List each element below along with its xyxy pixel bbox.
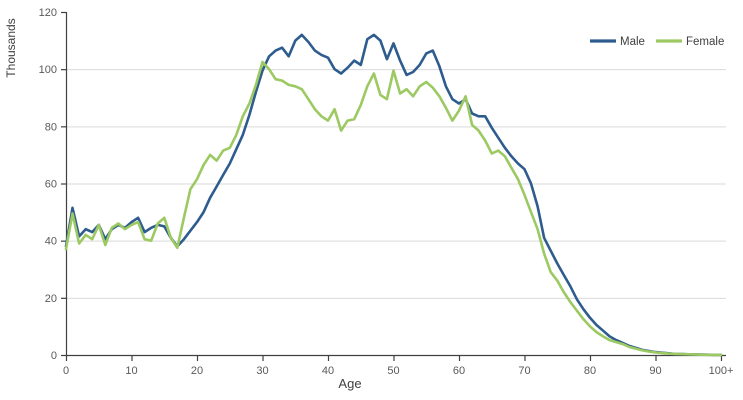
y-tick-label-40: 40 [45, 236, 57, 248]
legend: Male Female [590, 36, 724, 48]
y-tick-label-0: 0 [51, 350, 57, 362]
female-line [64, 60, 723, 357]
x-axis-tick-labels: 0 10 20 30 40 50 60 70 80 90 100+ [63, 365, 733, 377]
x-tick-label-100+: 100+ [709, 365, 734, 377]
axes [61, 11, 726, 361]
y-axis-tick-labels: 0 20 40 60 80 100 120 [39, 7, 57, 362]
x-tick-label-40: 40 [322, 365, 334, 377]
y-tick-label-80: 80 [45, 121, 57, 133]
x-tick-label-10: 10 [125, 365, 137, 377]
male-line [64, 33, 723, 357]
x-tick-label-30: 30 [256, 365, 268, 377]
x-tick-label-20: 20 [191, 365, 203, 377]
x-tick-label-0: 0 [63, 365, 69, 377]
x-tick-label-60: 60 [453, 365, 465, 377]
y-tick-label-100: 100 [39, 64, 57, 76]
legend-label-female: Female [686, 36, 724, 48]
x-tick-label-90: 90 [649, 365, 661, 377]
x-axis-title: Age [338, 376, 361, 391]
y-axis-title: Thousands [4, 18, 18, 77]
x-tick-label-70: 70 [518, 365, 530, 377]
legend-label-male: Male [620, 36, 645, 48]
series-lines [64, 33, 723, 357]
y-tick-label-60: 60 [45, 179, 57, 191]
x-tick-label-80: 80 [584, 365, 596, 377]
gridlines [66, 69, 726, 299]
y-tick-label-20: 20 [45, 293, 57, 305]
x-tick-label-50: 50 [387, 365, 399, 377]
y-tick-label-120: 120 [39, 7, 57, 19]
